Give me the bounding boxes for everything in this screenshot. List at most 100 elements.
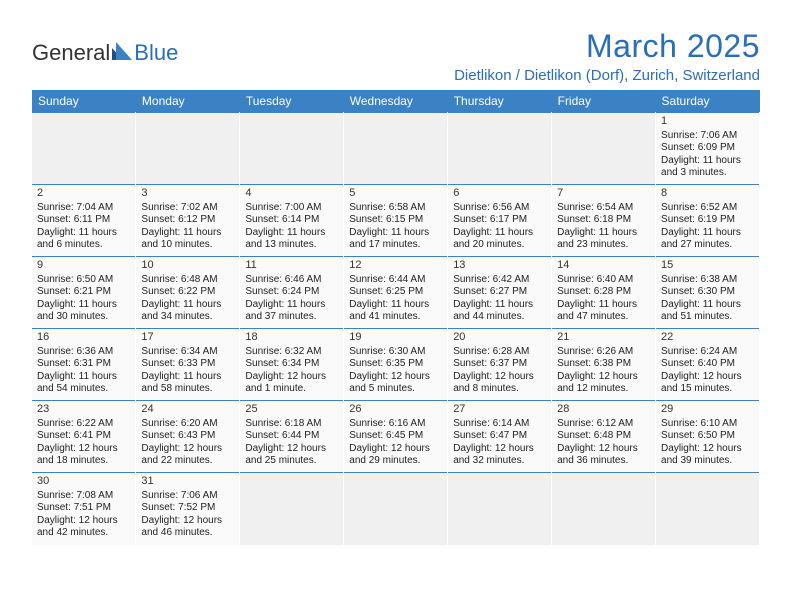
sunrise-text: Sunrise: 6:46 AM bbox=[245, 274, 338, 287]
sunrise-text: Sunrise: 6:44 AM bbox=[349, 274, 442, 287]
calendar-cell: 15Sunrise: 6:38 AMSunset: 6:30 PMDayligh… bbox=[656, 257, 760, 329]
day-header: Monday bbox=[136, 90, 240, 113]
daylight-text: and 42 minutes. bbox=[37, 527, 130, 540]
daylight-text: Daylight: 11 hours bbox=[661, 299, 754, 312]
sunset-text: Sunset: 6:11 PM bbox=[37, 214, 130, 227]
daylight-text: Daylight: 12 hours bbox=[557, 443, 650, 456]
sunset-text: Sunset: 6:25 PM bbox=[349, 286, 442, 299]
sunset-text: Sunset: 6:48 PM bbox=[557, 430, 650, 443]
daylight-text: Daylight: 11 hours bbox=[141, 227, 234, 240]
sunrise-text: Sunrise: 7:04 AM bbox=[37, 202, 130, 215]
calendar-cell: 3Sunrise: 7:02 AMSunset: 6:12 PMDaylight… bbox=[136, 185, 240, 257]
daylight-text: Daylight: 11 hours bbox=[661, 155, 754, 168]
daylight-text: and 25 minutes. bbox=[245, 455, 338, 468]
daylight-text: Daylight: 12 hours bbox=[37, 443, 130, 456]
daylight-text: and 30 minutes. bbox=[37, 311, 130, 324]
calendar-cell: 31Sunrise: 7:06 AMSunset: 7:52 PMDayligh… bbox=[136, 473, 240, 545]
daylight-text: and 23 minutes. bbox=[557, 239, 650, 252]
daylight-text: and 29 minutes. bbox=[349, 455, 442, 468]
calendar-cell-empty bbox=[344, 113, 448, 185]
sunrise-text: Sunrise: 6:40 AM bbox=[557, 274, 650, 287]
sunrise-text: Sunrise: 6:24 AM bbox=[661, 346, 754, 359]
calendar-cell: 2Sunrise: 7:04 AMSunset: 6:11 PMDaylight… bbox=[32, 185, 136, 257]
month-title: March 2025 bbox=[454, 28, 760, 65]
calendar-week: 23Sunrise: 6:22 AMSunset: 6:41 PMDayligh… bbox=[32, 401, 760, 473]
calendar-cell-empty bbox=[240, 473, 344, 545]
sunrise-text: Sunrise: 6:48 AM bbox=[141, 274, 234, 287]
day-number: 19 bbox=[349, 331, 442, 345]
daylight-text: and 39 minutes. bbox=[661, 455, 754, 468]
sunset-text: Sunset: 6:21 PM bbox=[37, 286, 130, 299]
day-number: 7 bbox=[557, 187, 650, 201]
calendar-cell: 4Sunrise: 7:00 AMSunset: 6:14 PMDaylight… bbox=[240, 185, 344, 257]
calendar-cell-empty bbox=[136, 113, 240, 185]
sunrise-text: Sunrise: 7:06 AM bbox=[661, 130, 754, 143]
day-number: 15 bbox=[661, 259, 754, 273]
sunset-text: Sunset: 6:18 PM bbox=[557, 214, 650, 227]
day-number: 23 bbox=[37, 403, 130, 417]
calendar-cell: 11Sunrise: 6:46 AMSunset: 6:24 PMDayligh… bbox=[240, 257, 344, 329]
daylight-text: and 37 minutes. bbox=[245, 311, 338, 324]
sunset-text: Sunset: 6:50 PM bbox=[661, 430, 754, 443]
sunrise-text: Sunrise: 6:42 AM bbox=[453, 274, 546, 287]
daylight-text: Daylight: 11 hours bbox=[245, 299, 338, 312]
logo-text-1: General bbox=[32, 40, 110, 66]
daylight-text: and 22 minutes. bbox=[141, 455, 234, 468]
sunset-text: Sunset: 6:41 PM bbox=[37, 430, 130, 443]
calendar-cell: 26Sunrise: 6:16 AMSunset: 6:45 PMDayligh… bbox=[344, 401, 448, 473]
daylight-text: and 12 minutes. bbox=[557, 383, 650, 396]
day-header: Wednesday bbox=[344, 90, 448, 113]
sunset-text: Sunset: 7:51 PM bbox=[37, 502, 130, 515]
sunrise-text: Sunrise: 7:08 AM bbox=[37, 490, 130, 503]
calendar-cell: 24Sunrise: 6:20 AMSunset: 6:43 PMDayligh… bbox=[136, 401, 240, 473]
sunset-text: Sunset: 6:35 PM bbox=[349, 358, 442, 371]
calendar-table: SundayMondayTuesdayWednesdayThursdayFrid… bbox=[32, 90, 760, 545]
day-number: 9 bbox=[37, 259, 130, 273]
day-number: 16 bbox=[37, 331, 130, 345]
day-number: 26 bbox=[349, 403, 442, 417]
sunset-text: Sunset: 6:15 PM bbox=[349, 214, 442, 227]
daylight-text: Daylight: 11 hours bbox=[453, 227, 546, 240]
location-subtitle: Dietlikon / Dietlikon (Dorf), Zurich, Sw… bbox=[454, 67, 760, 84]
calendar-cell: 5Sunrise: 6:58 AMSunset: 6:15 PMDaylight… bbox=[344, 185, 448, 257]
daylight-text: Daylight: 11 hours bbox=[141, 371, 234, 384]
calendar-cell: 6Sunrise: 6:56 AMSunset: 6:17 PMDaylight… bbox=[448, 185, 552, 257]
calendar-week: 9Sunrise: 6:50 AMSunset: 6:21 PM Daylight… bbox=[32, 257, 760, 329]
daylight-text: Daylight: 11 hours bbox=[349, 299, 442, 312]
calendar-cell: 22Sunrise: 6:24 AMSunset: 6:40 PMDayligh… bbox=[656, 329, 760, 401]
calendar-cell: 7Sunrise: 6:54 AMSunset: 6:18 PMDaylight… bbox=[552, 185, 656, 257]
sunrise-text: Sunrise: 6:20 AM bbox=[141, 418, 234, 431]
daylight-text: and 20 minutes. bbox=[453, 239, 546, 252]
sunset-text: Sunset: 6:14 PM bbox=[245, 214, 338, 227]
sunrise-text: Sunrise: 6:18 AM bbox=[245, 418, 338, 431]
day-number: 21 bbox=[557, 331, 650, 345]
day-header-row: SundayMondayTuesdayWednesdayThursdayFrid… bbox=[32, 90, 760, 113]
calendar-cell: 14Sunrise: 6:40 AMSunset: 6:28 PMDayligh… bbox=[552, 257, 656, 329]
daylight-text: Daylight: 12 hours bbox=[661, 443, 754, 456]
sunrise-text: Sunrise: 7:06 AM bbox=[141, 490, 234, 503]
sunrise-text: Sunrise: 6:26 AM bbox=[557, 346, 650, 359]
day-number: 13 bbox=[453, 259, 546, 273]
calendar-cell: 28Sunrise: 6:12 AMSunset: 6:48 PMDayligh… bbox=[552, 401, 656, 473]
daylight-text: Daylight: 12 hours bbox=[141, 443, 234, 456]
day-number: 30 bbox=[37, 475, 130, 489]
daylight-text: and 32 minutes. bbox=[453, 455, 546, 468]
sunset-text: Sunset: 6:22 PM bbox=[141, 286, 234, 299]
day-number: 14 bbox=[557, 259, 650, 273]
daylight-text: and 6 minutes. bbox=[37, 239, 130, 252]
sunrise-text: Sunrise: 6:12 AM bbox=[557, 418, 650, 431]
day-number: 28 bbox=[557, 403, 650, 417]
calendar-week: 16Sunrise: 6:36 AMSunset: 6:31 PMDayligh… bbox=[32, 329, 760, 401]
sunset-text: Sunset: 6:28 PM bbox=[557, 286, 650, 299]
calendar-cell-empty bbox=[32, 113, 136, 185]
sunset-text: Sunset: 6:43 PM bbox=[141, 430, 234, 443]
sunrise-text: Sunrise: 6:50 AM bbox=[37, 274, 130, 287]
calendar-cell: 9Sunrise: 6:50 AMSunset: 6:21 PMDaylight… bbox=[32, 257, 136, 329]
day-number: 8 bbox=[661, 187, 754, 201]
daylight-text: Daylight: 12 hours bbox=[349, 443, 442, 456]
day-number: 6 bbox=[453, 187, 546, 201]
daylight-text: Daylight: 11 hours bbox=[37, 227, 130, 240]
sunrise-text: Sunrise: 6:56 AM bbox=[453, 202, 546, 215]
calendar-cell: 23Sunrise: 6:22 AMSunset: 6:41 PMDayligh… bbox=[32, 401, 136, 473]
daylight-text: and 13 minutes. bbox=[245, 239, 338, 252]
